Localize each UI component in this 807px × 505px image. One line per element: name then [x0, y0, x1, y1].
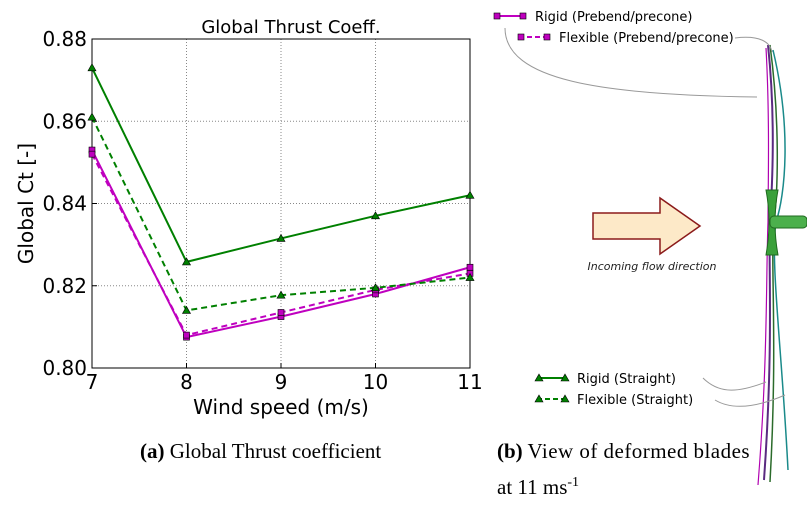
- connector: [504, 27, 758, 98]
- marker: [560, 394, 570, 403]
- caption-label: (a): [140, 439, 165, 463]
- connector: [702, 377, 767, 391]
- marker: [183, 331, 190, 339]
- marker: [534, 394, 544, 403]
- marker: [370, 211, 381, 220]
- plot-frame: [91, 38, 471, 369]
- marker: [517, 33, 525, 41]
- x-tick-label: 11: [457, 370, 482, 394]
- caption-superscript: -1: [567, 475, 579, 490]
- marker: [181, 257, 192, 266]
- marker: [543, 33, 551, 41]
- blade: [769, 44, 779, 483]
- legend-label: Flexible (Prebend/precone): [559, 31, 734, 46]
- marker: [466, 263, 474, 271]
- flow-arrow: [592, 196, 702, 256]
- legend-label: Rigid (Prebend/precone): [535, 10, 692, 25]
- marker: [534, 373, 544, 382]
- marker: [519, 12, 527, 20]
- marker: [277, 309, 285, 316]
- x-tick-label: 10: [363, 370, 388, 394]
- blade: [757, 47, 770, 486]
- marker: [87, 63, 97, 72]
- caption-text: View of deformed blades: [528, 439, 750, 463]
- legend-item: Rigid (Prebend/precone): [493, 10, 692, 25]
- marker: [87, 112, 97, 121]
- marker: [493, 12, 501, 20]
- marker: [88, 150, 96, 158]
- flow-label: Incoming flow direction: [588, 260, 717, 273]
- caption-b: (b) View of deformed blades: [497, 439, 750, 463]
- legend-label: Flexible (Straight): [577, 393, 693, 408]
- legend-item: Flexible (Prebend/precone): [517, 31, 734, 46]
- connector: [734, 36, 773, 53]
- shaft: [769, 215, 807, 229]
- deformed-blades-diagram: Incoming flow direction: [504, 27, 807, 486]
- caption-text: at 11 ms: [497, 475, 567, 499]
- marker: [560, 373, 570, 382]
- marker: [370, 283, 381, 292]
- caption-label: (b): [497, 439, 523, 463]
- x-tick-label: 7: [86, 370, 99, 394]
- series-line: [91, 153, 471, 337]
- blade: [772, 49, 789, 471]
- y-tick-label: 0.80: [42, 356, 87, 380]
- caption-text: Global Thrust coefficient: [170, 439, 382, 463]
- connector: [714, 394, 786, 407]
- marker: [181, 305, 192, 314]
- x-tick-label: 8: [180, 370, 193, 394]
- legend-item: Rigid (Straight): [534, 372, 676, 387]
- y-tick-label: 0.84: [42, 192, 87, 216]
- marker: [465, 272, 475, 281]
- y-tick-label: 0.88: [42, 27, 87, 51]
- marker: [276, 290, 286, 299]
- legend: Rigid (Prebend/precone) Flexible (Prebend…: [493, 10, 734, 408]
- marker: [465, 190, 475, 199]
- y-axis-label: Global Ct [-]: [14, 143, 38, 264]
- x-axis-label: Wind speed (m/s): [193, 395, 369, 419]
- y-tick-label: 0.86: [42, 109, 87, 133]
- legend-item: Flexible (Straight): [534, 393, 693, 408]
- x-tick-label: 9: [275, 370, 288, 394]
- chart-title: Global Thrust Coeff.: [201, 17, 380, 38]
- y-tick-label: 0.82: [42, 274, 87, 298]
- caption-a: (a) Global Thrust coefficient: [140, 439, 381, 463]
- legend-label: Rigid (Straight): [577, 372, 676, 387]
- marker: [276, 233, 286, 242]
- caption-b-line2: at 11 ms-1: [497, 475, 579, 499]
